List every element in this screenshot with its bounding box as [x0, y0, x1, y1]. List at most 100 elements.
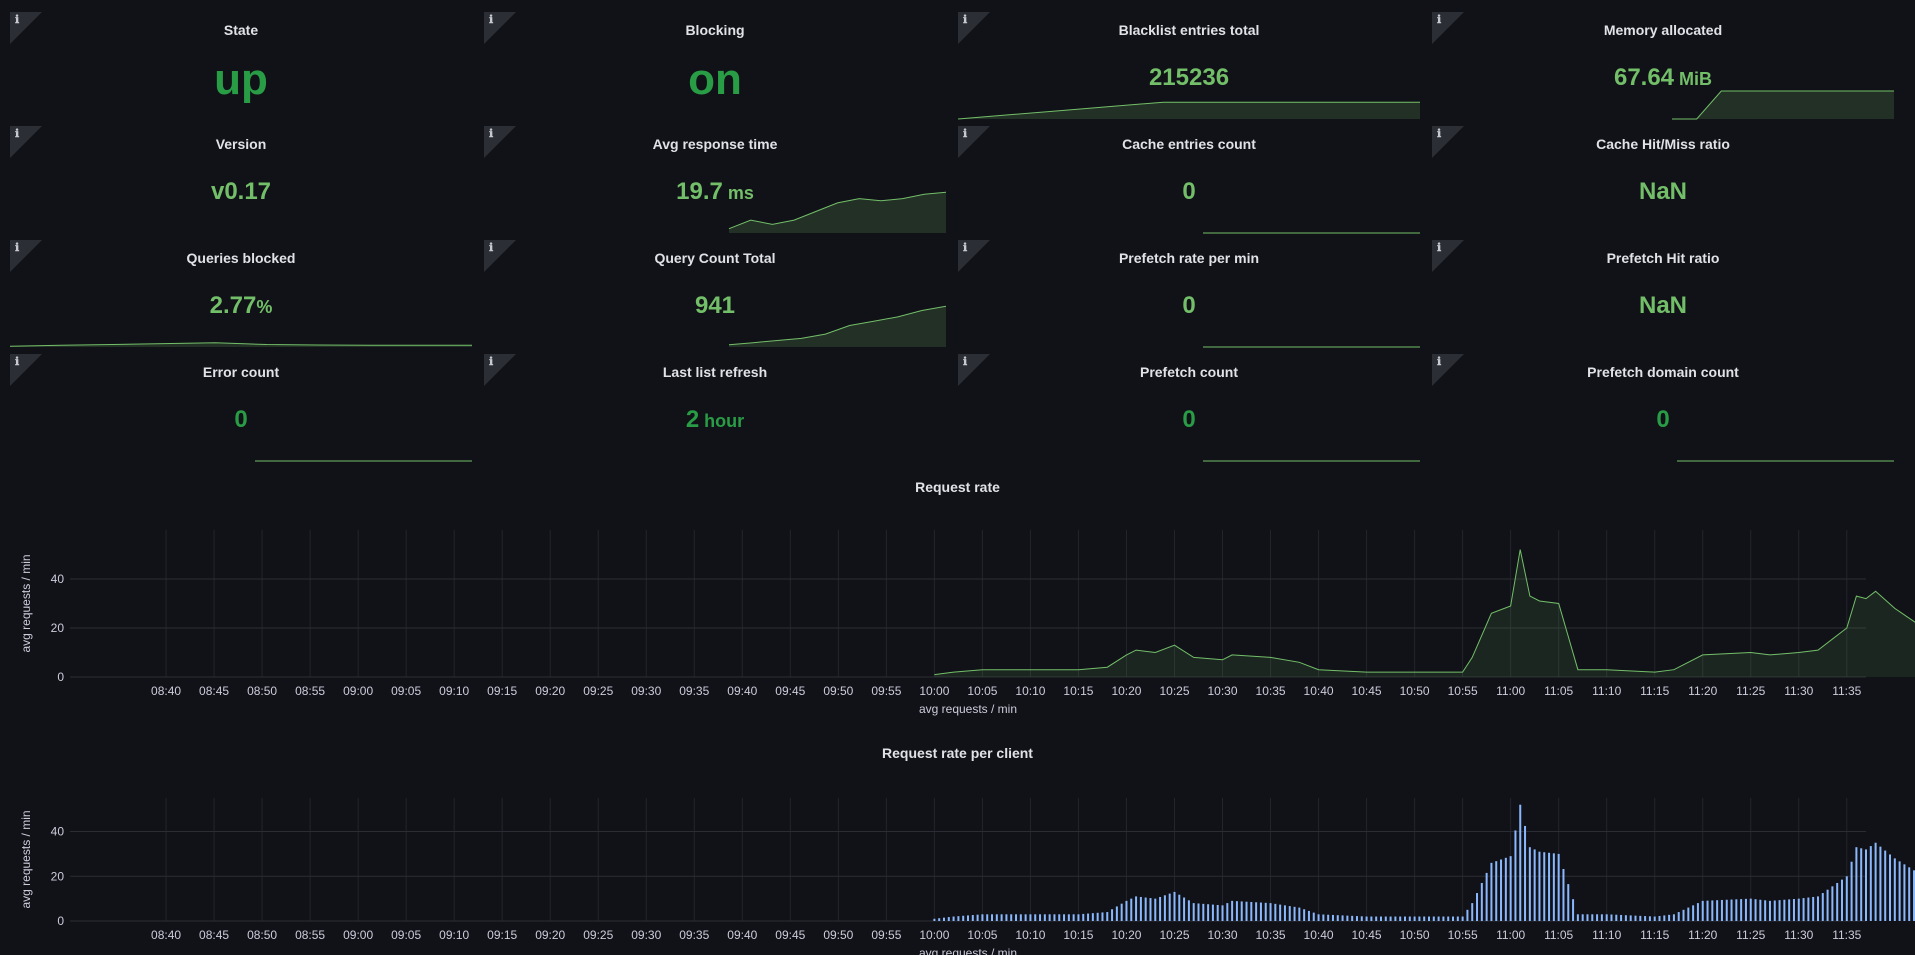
- series-bar: [995, 914, 998, 921]
- panel-info-corner[interactable]: [484, 354, 516, 386]
- stat-value: on: [484, 55, 946, 105]
- stat-value: up: [10, 55, 472, 105]
- stat-panel-error_count[interactable]: ℹ Error count 0: [10, 354, 472, 464]
- panel-info-corner[interactable]: [484, 240, 516, 272]
- stat-value: 19.7 ms: [484, 178, 946, 206]
- series-bar: [1855, 847, 1858, 921]
- series-bar: [1250, 901, 1253, 921]
- x-tick-label: 11:10: [1592, 684, 1621, 698]
- series-bar: [1504, 857, 1507, 921]
- info-icon[interactable]: ℹ: [1437, 355, 1442, 368]
- stat-value: 0: [10, 406, 472, 434]
- series-bar: [1240, 901, 1243, 921]
- series-bar: [1768, 900, 1771, 921]
- stat-unit: MiB: [1674, 69, 1713, 89]
- stat-value: 941: [484, 292, 946, 320]
- panel-info-corner[interactable]: [1432, 240, 1464, 272]
- stat-panel-blacklist[interactable]: ℹ Blacklist entries total 215236: [958, 12, 1420, 122]
- panel-info-corner[interactable]: [958, 354, 990, 386]
- series-bar: [1706, 900, 1709, 921]
- info-icon[interactable]: ℹ: [489, 13, 494, 26]
- info-icon[interactable]: ℹ: [963, 355, 968, 368]
- stat-panel-query_count[interactable]: ℹ Query Count Total 941: [484, 240, 946, 350]
- series-bar: [1111, 909, 1114, 921]
- panel-info-corner[interactable]: [484, 12, 516, 44]
- series-bar: [1677, 912, 1680, 921]
- stat-panel-memory[interactable]: ℹ Memory allocated 67.64 MiB: [1432, 12, 1894, 122]
- panel-info-corner[interactable]: [10, 354, 42, 386]
- stat-panel-prefetch_hit[interactable]: ℹ Prefetch Hit ratio NaN: [1432, 240, 1894, 350]
- stat-panel-cache_ratio[interactable]: ℹ Cache Hit/Miss ratio NaN: [1432, 126, 1894, 236]
- stat-value: 215236: [958, 64, 1420, 92]
- stat-panel-queries_blocked[interactable]: ℹ Queries blocked 2.77%: [10, 240, 472, 350]
- series-bar: [1624, 915, 1627, 921]
- info-icon[interactable]: ℹ: [15, 355, 20, 368]
- stat-panel-avg_response[interactable]: ℹ Avg response time 19.7 ms: [484, 126, 946, 236]
- info-icon[interactable]: ℹ: [489, 127, 494, 140]
- series-bar: [1716, 900, 1719, 921]
- panel-info-corner[interactable]: [484, 126, 516, 158]
- panel-info-corner[interactable]: [10, 126, 42, 158]
- request-rate-client-chart[interactable]: 08:40 08:45 08:50 08:55 09:00 09:05 09:10 09:15…: [0, 788, 1915, 955]
- x-tick-label: 10:15: [1063, 684, 1093, 698]
- series-bar: [1423, 916, 1426, 921]
- sparkline-line: [958, 101, 1420, 120]
- series-bar: [1533, 849, 1536, 921]
- panel-info-corner[interactable]: [958, 240, 990, 272]
- series-bar: [1836, 882, 1839, 921]
- stat-panel-blocking[interactable]: ℹ Blocking on: [484, 12, 946, 122]
- info-icon[interactable]: ℹ: [1437, 241, 1442, 254]
- panel-info-corner[interactable]: [1432, 354, 1464, 386]
- stat-panel-prefetch_domain[interactable]: ℹ Prefetch domain count 0: [1432, 354, 1894, 464]
- series-bar: [1456, 916, 1459, 921]
- panel-info-corner[interactable]: [1432, 12, 1464, 44]
- request-rate-chart[interactable]: 08:40 08:45 08:50 08:55 09:00 09:05 09:10 09:15…: [0, 520, 1915, 725]
- stat-panel-prefetch_rate[interactable]: ℹ Prefetch rate per min 0: [958, 240, 1420, 350]
- request-rate-client-title: Request rate per client: [882, 745, 1033, 761]
- series-bar: [1432, 916, 1435, 921]
- info-icon[interactable]: ℹ: [489, 241, 494, 254]
- stat-panel-cache_entries[interactable]: ℹ Cache entries count 0: [958, 126, 1420, 236]
- series-bar: [1298, 907, 1301, 921]
- series-bar: [1408, 916, 1411, 921]
- stat-number: 0: [1182, 406, 1196, 433]
- series-bar: [1807, 897, 1810, 921]
- stat-panel-last_refresh[interactable]: ℹ Last list refresh 2 hour: [484, 354, 946, 464]
- series-bar: [1528, 847, 1531, 921]
- x-tick-label: 11:35: [1832, 928, 1861, 942]
- info-icon[interactable]: ℹ: [1437, 13, 1442, 26]
- panel-info-corner[interactable]: [958, 126, 990, 158]
- series-bar: [1908, 867, 1911, 921]
- x-tick-label: 09:40: [727, 928, 757, 942]
- info-icon[interactable]: ℹ: [15, 13, 20, 26]
- panel-info-corner[interactable]: [958, 12, 990, 44]
- series-bar: [1821, 893, 1824, 921]
- x-tick-label: 10:45: [1352, 928, 1382, 942]
- stat-value: 0: [958, 178, 1420, 206]
- info-icon[interactable]: ℹ: [15, 127, 20, 140]
- x-tick-label: 08:50: [247, 684, 277, 698]
- series-bar: [1279, 904, 1282, 921]
- info-icon[interactable]: ℹ: [963, 241, 968, 254]
- series-bar: [957, 916, 960, 921]
- series-bar: [1591, 914, 1594, 921]
- series-bar: [1744, 898, 1747, 921]
- x-axis-label: avg requests / min: [919, 702, 1017, 716]
- series-bar: [1288, 906, 1291, 921]
- series-bar: [1115, 906, 1118, 921]
- series-bar: [1740, 899, 1743, 921]
- panel-info-corner[interactable]: [10, 12, 42, 44]
- stat-panel-prefetch_count[interactable]: ℹ Prefetch count 0: [958, 354, 1420, 464]
- stat-panel-version[interactable]: ℹ Version v0.17: [10, 126, 472, 236]
- series-bar: [1490, 862, 1493, 921]
- info-icon[interactable]: ℹ: [1437, 127, 1442, 140]
- info-icon[interactable]: ℹ: [15, 241, 20, 254]
- info-icon[interactable]: ℹ: [963, 127, 968, 140]
- series-bar: [1701, 900, 1704, 921]
- series-bar: [1663, 915, 1666, 921]
- stat-panel-state[interactable]: ℹ State up: [10, 12, 472, 122]
- info-icon[interactable]: ℹ: [963, 13, 968, 26]
- info-icon[interactable]: ℹ: [489, 355, 494, 368]
- panel-info-corner[interactable]: [10, 240, 42, 272]
- panel-info-corner[interactable]: [1432, 126, 1464, 158]
